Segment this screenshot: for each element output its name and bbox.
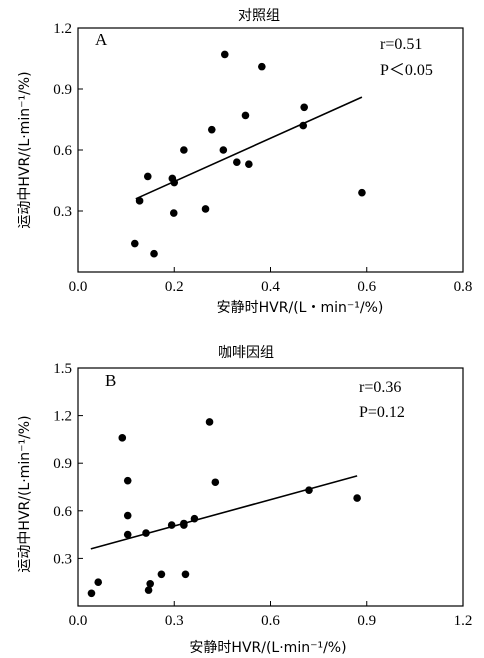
panel-a-x-axis-label: 安静时HVR/(L・min⁻¹/%) [217, 300, 384, 316]
panel-a-annotation-r: r=0.51 [380, 36, 422, 53]
panel-a-data-point [241, 111, 250, 120]
panel-a-data-point [300, 103, 308, 112]
panel-a-data-point [170, 178, 179, 187]
panel-b-data-point [123, 530, 132, 539]
panel-b-x-tick-label: 0.9 [357, 613, 376, 629]
panel-b-y-tick-label: 0.6 [53, 504, 72, 520]
panel-a-data-point [358, 188, 366, 197]
panel-a-y-tick-label: 0.3 [53, 204, 72, 220]
panel-b-ticks: 0.0 0.3 0.6 0.9 1.2 0.3 0.6 0.9 1.2 1.5 [53, 361, 472, 629]
panel-a-y-tick-label: 1.2 [53, 21, 72, 37]
panel-a-ticks: 0.0 0.2 0.4 0.6 0.8 0.3 0.6 0.9 1.2 [53, 21, 472, 295]
panel-a-data-point [258, 62, 266, 71]
panel-b-data-point [142, 529, 150, 537]
panel-b-data-point [353, 494, 361, 502]
panel-b: 咖啡因组 B r=0.36 P=0.12 安静时HVR/(L·min⁻¹/%) … [17, 345, 472, 656]
panel-a-x-tick-label: 0.2 [165, 279, 184, 295]
panel-b-data-point [180, 521, 188, 529]
panel-a-annotation-p: P＜0.05 [380, 62, 433, 79]
panel-a-data-point [207, 125, 216, 134]
panel-b-y-axis-label: 运动中HVR/(L·min⁻¹/%) [17, 415, 33, 572]
panel-a-x-tick-label: 0.8 [454, 279, 473, 295]
panel-a-x-tick-label: 0.4 [261, 279, 280, 295]
panel-b-y-tick-label: 1.2 [53, 409, 72, 425]
panel-b-data-point [144, 586, 153, 594]
panel-b-y-tick-label: 0.3 [53, 551, 72, 567]
panel-a-data-point [130, 239, 139, 248]
panel-b-data-point [123, 511, 132, 520]
panel-a-trendline [135, 96, 363, 200]
panel-b-y-tick-label: 1.5 [53, 361, 72, 377]
panel-b-data-point [118, 434, 127, 442]
panel-b-marks [87, 418, 361, 598]
panel-a-data-point [143, 172, 152, 181]
panel-a: 对照组 A r=0.51 P＜0.05 安静时HVR/(L・min⁻¹/%) 运… [17, 8, 472, 316]
panel-a-data-point [180, 146, 188, 154]
panel-b-data-point [211, 478, 220, 487]
panel-a-data-point [219, 146, 228, 154]
panel-b-data-point [205, 418, 214, 426]
panel-b-y-tick-label: 0.9 [53, 456, 72, 472]
panel-b-x-axis-label: 安静时HVR/(L·min⁻¹/%) [189, 640, 346, 656]
panel-b-data-point [94, 578, 103, 586]
panel-a-x-tick-label: 0.6 [357, 279, 376, 295]
panel-b-plot-frame [77, 367, 464, 607]
panel-a-x-tick-label: 0.0 [69, 279, 88, 295]
panel-b-x-tick-label: 0.0 [69, 613, 88, 629]
panel-a-data-point [245, 160, 253, 169]
panel-b-annotation-r: r=0.36 [359, 379, 401, 396]
panel-b-data-point [181, 570, 190, 579]
panel-b-data-point [305, 486, 313, 494]
panel-b-title: 咖啡因组 [218, 345, 274, 361]
panel-a-y-tick-label: 0.9 [53, 82, 72, 98]
panel-b-data-point [167, 521, 176, 529]
panel-b-label: B [105, 371, 116, 390]
panel-b-data-point [146, 579, 154, 588]
panel-a-title: 对照组 [238, 8, 280, 24]
panel-b-data-point [123, 476, 132, 485]
panel-a-y-axis-label: 运动中HVR/(L·min⁻¹/%) [17, 71, 33, 228]
panel-b-annotation-p: P=0.12 [359, 404, 405, 421]
panel-a-marks [130, 50, 366, 258]
panel-a-data-point [299, 121, 308, 130]
panel-b-trendline [90, 475, 358, 550]
panel-a-data-point [220, 50, 229, 59]
panel-b-x-tick-label: 1.2 [454, 613, 473, 629]
panel-a-data-point [233, 158, 241, 166]
panel-a-data-point [150, 249, 158, 258]
panel-b-x-tick-label: 0.3 [165, 613, 184, 629]
panel-b-data-point [87, 589, 96, 598]
panel-b-data-point [190, 514, 199, 523]
panel-a-data-point [169, 209, 178, 217]
panel-a-data-point [135, 197, 144, 205]
panel-b-data-point [157, 570, 166, 579]
panel-a-y-tick-label: 0.6 [53, 143, 72, 159]
panel-a-data-point [201, 205, 210, 213]
panel-b-x-tick-label: 0.6 [261, 613, 280, 629]
panel-a-label: A [95, 30, 108, 49]
